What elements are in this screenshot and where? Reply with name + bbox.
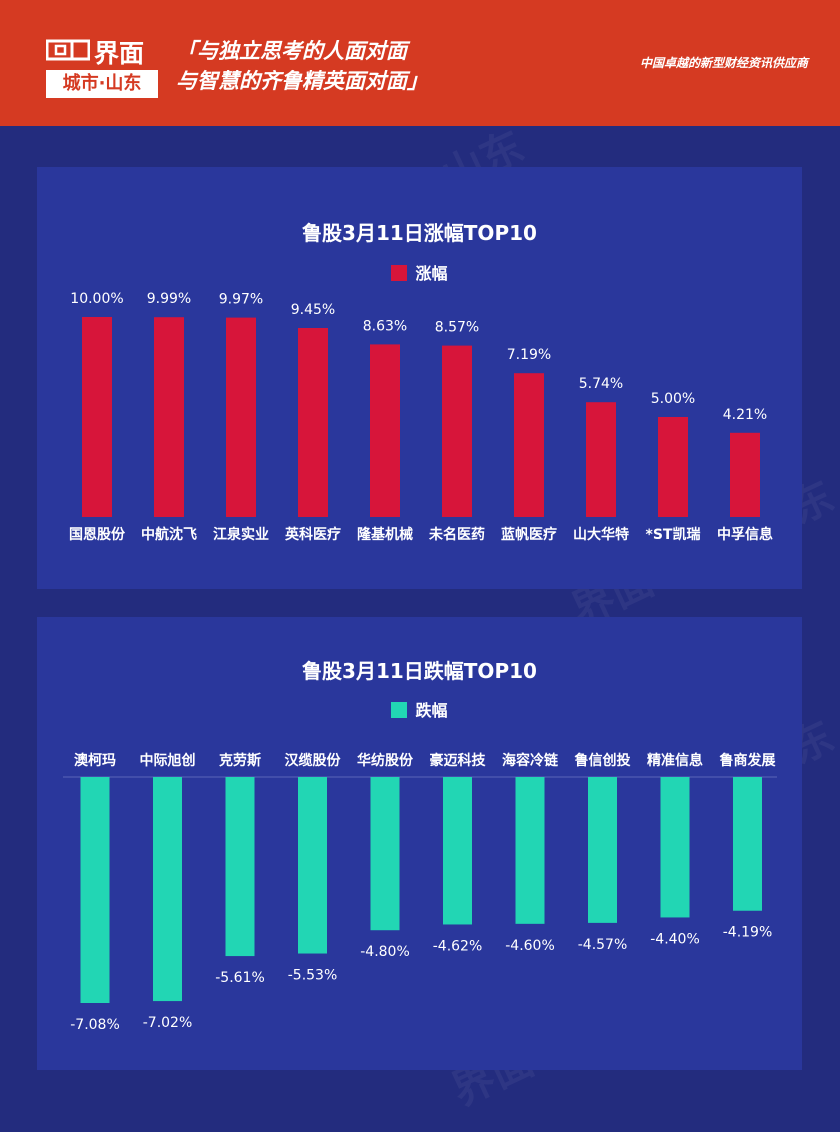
loss-bar: [660, 777, 690, 918]
loss-category-label: 澳柯玛: [74, 752, 116, 769]
loss-data-label: -4.62%: [433, 938, 483, 954]
gain-category-label: 江泉实业: [213, 526, 269, 543]
gain-bar: [226, 317, 256, 517]
loss-data-label: -5.53%: [288, 968, 338, 984]
gain-bar: [154, 317, 184, 517]
logo[interactable]: 界面 城市·山东: [46, 34, 158, 98]
loss-data-label: -4.57%: [578, 937, 628, 953]
loss-data-label: -4.60%: [505, 938, 555, 954]
legend-label-loss: 跌幅: [415, 701, 448, 720]
gain-data-label: 9.99%: [147, 291, 191, 307]
loss-data-label: -4.40%: [650, 931, 700, 947]
tagline: 中国卓越的新型财经资讯供应商: [639, 56, 808, 70]
loss-category-label: 汉缆股份: [285, 752, 342, 769]
loss-category-label: 精准信息: [647, 752, 703, 769]
gain-data-label: 4.21%: [723, 407, 767, 423]
slogan-line-2: 与智慧的齐鲁精英面对面」: [176, 69, 428, 93]
gainers-panel: 鲁股3月11日涨幅TOP10 涨幅 10.00% 国恩股份 9.99% 中航沈飞 9.9…: [37, 167, 802, 589]
gain-category-label: 中孚信息: [717, 526, 773, 543]
gain-category-label: 蓝帆医疗: [501, 526, 557, 543]
loss-category-label: 华纺股份: [357, 752, 414, 769]
loss-bar: [588, 777, 617, 923]
gainers-bar-chart: 10.00% 国恩股份 9.99% 中航沈飞 9.97% 江泉实业 9.45% 英科医疗 8.6…: [69, 291, 773, 543]
logo-sub-text: 城市·山东: [46, 70, 158, 98]
loss-data-label: -7.08%: [70, 1017, 120, 1033]
gain-bar: [730, 432, 760, 517]
gain-data-label: 9.97%: [219, 292, 263, 308]
gain-bar: [658, 417, 688, 517]
gain-category-label: 隆基机械: [357, 526, 413, 543]
losers-chart-title: 鲁股3月11日跌幅TOP10: [302, 659, 537, 683]
gain-bar: [370, 344, 400, 517]
loss-data-label: -4.80%: [360, 944, 410, 960]
loss-data-label: -5.61%: [215, 970, 265, 986]
gain-data-label: 5.00%: [651, 391, 695, 407]
slogan: 「与独立思考的人面对面 与智慧的齐鲁精英面对面」: [176, 36, 428, 96]
loss-bar: [370, 777, 400, 931]
gain-category-label: 中航沈飞: [141, 526, 197, 543]
loss-bar: [80, 777, 110, 1003]
gain-data-label: 9.45%: [291, 302, 335, 318]
gain-category-label: 英科医疗: [284, 526, 341, 543]
gain-data-label: 10.00%: [70, 291, 123, 307]
gain-category-label: 未名医药: [429, 526, 485, 543]
gain-bar: [298, 328, 328, 517]
gain-bar: [586, 402, 616, 517]
loss-bar: [153, 777, 182, 1002]
loss-category-label: 豪迈科技: [430, 752, 487, 769]
loss-category-label: 中际旭创: [140, 752, 196, 769]
gain-category-label: 国恩股份: [69, 526, 126, 543]
loss-category-label: 鲁商发展: [719, 752, 776, 769]
loss-data-label: -7.02%: [143, 1015, 193, 1031]
losers-panel: 鲁股3月11日跌幅TOP10 跌幅 -7.08% 澳柯玛 -7.02% 中际旭创 -5.…: [37, 617, 802, 1070]
legend-swatch-loss: [391, 702, 408, 718]
gain-data-label: 7.19%: [507, 347, 551, 363]
legend-label-gain: 涨幅: [415, 264, 448, 283]
loss-bar: [298, 777, 327, 954]
losers-legend: 跌幅: [37, 697, 802, 721]
losers-bar-chart: -7.08% 澳柯玛 -7.02% 中际旭创 -5.61% 克劳斯 -5.53% 汉缆股份 -4…: [63, 752, 777, 1033]
header-banner: 界面 城市·山东 「与独立思考的人面对面 与智慧的齐鲁精英面对面」 中国卓越的新…: [0, 0, 840, 126]
loss-bar: [225, 777, 255, 957]
gain-data-label: 8.63%: [363, 318, 407, 334]
gain-bar: [82, 317, 112, 517]
gain-data-label: 8.57%: [435, 320, 479, 336]
gain-category-label: *ST凯瑞: [646, 526, 701, 543]
gain-data-label: 5.74%: [579, 376, 623, 392]
logo-main-text: 界面: [94, 39, 145, 68]
gain-category-label: 山大华特: [573, 526, 629, 543]
legend-swatch-gain: [391, 265, 408, 281]
loss-category-label: 海容冷链: [502, 752, 559, 769]
gainers-chart-title: 鲁股3月11日涨幅TOP10: [302, 221, 537, 245]
loss-bar: [443, 777, 472, 925]
loss-bar: [733, 777, 762, 911]
loss-category-label: 鲁信创投: [574, 752, 631, 769]
logo-mark-icon: [46, 39, 90, 61]
slogan-line-1: 「与独立思考的人面对面: [176, 39, 407, 63]
loss-data-label: -4.19%: [723, 925, 773, 941]
loss-category-label: 克劳斯: [219, 752, 261, 769]
gain-bar: [514, 373, 544, 517]
loss-bar: [515, 777, 545, 924]
gain-bar: [442, 345, 472, 517]
gainers-legend: 涨幅: [37, 260, 802, 284]
